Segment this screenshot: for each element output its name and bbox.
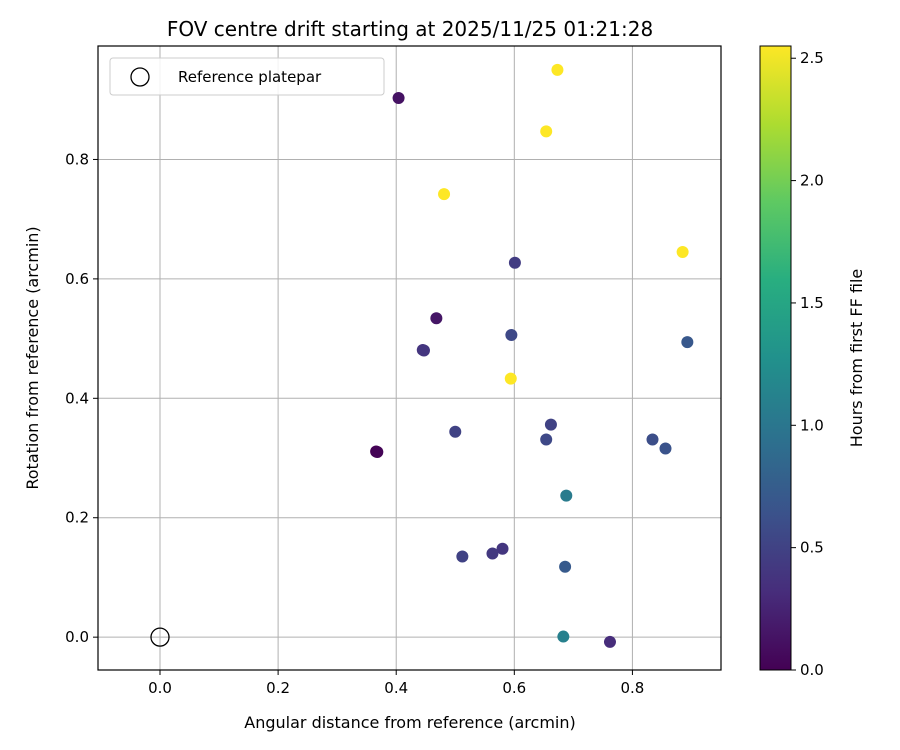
legend-box	[109, 57, 385, 96]
colorbar-tick-label: 1.0	[800, 416, 824, 434]
data-point	[456, 550, 469, 563]
colorbar-tick-label: 2.5	[800, 49, 824, 67]
y-tick-label: 0.4	[65, 389, 89, 407]
y-axis-label: Rotation from reference (arcmin)	[23, 226, 42, 489]
chart-title: FOV centre drift starting at 2025/11/25 …	[167, 17, 653, 41]
data-point	[504, 372, 517, 385]
colorbar-ticks: 0.0 0.5 1.0 1.5 2.0 2.5	[791, 49, 824, 679]
data-point	[417, 344, 430, 357]
data-point	[496, 542, 509, 555]
legend: Reference platepar	[109, 57, 385, 96]
legend-marker-reference	[130, 67, 150, 87]
x-tick-label: 0.4	[384, 679, 408, 697]
data-point	[505, 329, 518, 342]
data-point	[430, 312, 443, 325]
data-point	[559, 560, 572, 573]
x-tick-label: 0.8	[620, 679, 644, 697]
legend-label-reference: Reference platepar	[178, 68, 322, 86]
colorbar-frame	[759, 45, 792, 671]
colorbar-label: Hours from first FF file	[847, 269, 866, 448]
y-tick-label: 0.6	[65, 270, 89, 288]
axis-ticks: 0.0 0.2 0.4 0.6 0.8 0.0 0.2 0.4 0.6 0.8	[65, 150, 644, 697]
data-point	[560, 489, 573, 502]
data-point	[646, 433, 659, 446]
data-point	[449, 425, 462, 438]
x-tick-label: 0.2	[266, 679, 290, 697]
data-point	[486, 547, 499, 560]
data-point	[392, 91, 405, 104]
data-point	[676, 246, 689, 259]
x-tick-label: 0.6	[502, 679, 526, 697]
data-point	[508, 256, 521, 269]
colorbar-gradient	[760, 46, 791, 670]
data-point	[438, 188, 451, 201]
y-tick-label: 0.0	[65, 628, 89, 646]
x-axis-label: Angular distance from reference (arcmin)	[244, 713, 575, 732]
data-point	[540, 433, 553, 446]
y-tick-label: 0.2	[65, 509, 89, 527]
data-point	[557, 630, 570, 643]
data-point	[681, 336, 694, 349]
colorbar-tick-label: 1.5	[800, 294, 824, 312]
data-point	[540, 125, 553, 138]
grid	[98, 46, 721, 670]
data-point	[659, 442, 672, 455]
data-point	[603, 635, 616, 648]
data-point	[551, 63, 564, 76]
colorbar-tick-label: 0.5	[800, 539, 824, 557]
x-tick-label: 0.0	[148, 679, 172, 697]
data-point	[371, 446, 384, 459]
reference-point-marker	[150, 627, 170, 647]
plot-frame	[97, 45, 722, 671]
colorbar-tick-label: 0.0	[800, 661, 824, 679]
data-points	[150, 63, 694, 648]
data-point	[544, 418, 557, 431]
y-tick-label: 0.8	[65, 150, 89, 168]
colorbar: 0.0 0.5 1.0 1.5 2.0 2.5 Hours from first FF f…	[759, 45, 866, 679]
colorbar-tick-label: 2.0	[800, 172, 824, 190]
